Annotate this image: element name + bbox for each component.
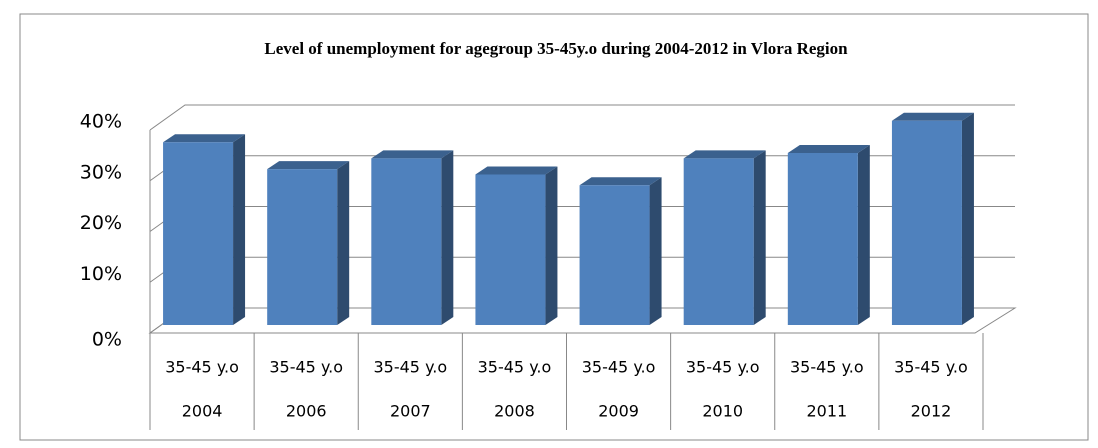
- bar-top: [579, 177, 662, 186]
- x-tick-label: 2007: [390, 402, 431, 421]
- x-sub-label: 35-45 y.o: [478, 358, 552, 377]
- bar-top: [787, 145, 870, 153]
- bar: [267, 169, 338, 325]
- bar-side: [961, 112, 974, 325]
- bar-top: [891, 112, 974, 121]
- bar: [891, 120, 962, 325]
- x-sub-label: 35-45 y.o: [686, 358, 760, 377]
- x-sub-label: 35-45 y.o: [165, 358, 239, 377]
- bar-side: [649, 177, 662, 325]
- bar-side: [233, 134, 246, 325]
- x-sub-label: 35-45 y.o: [790, 358, 864, 377]
- x-sub-label: 35-45 y.o: [894, 358, 968, 377]
- x-sub-label: 35-45 y.o: [269, 358, 343, 377]
- x-tick-label: 2009: [598, 402, 639, 421]
- bar: [371, 158, 442, 325]
- x-tick-label: 2011: [806, 402, 847, 421]
- bar-top: [475, 166, 558, 175]
- bar-top: [267, 161, 350, 170]
- bar: [163, 142, 234, 325]
- x-sub-label: 35-45 y.o: [582, 358, 656, 377]
- x-tick-label: 2004: [182, 402, 223, 421]
- bar: [683, 158, 754, 325]
- y-tick-label: 10%: [80, 263, 122, 285]
- bar-side: [441, 150, 454, 325]
- bar-top: [683, 150, 766, 159]
- bar-side: [337, 161, 350, 325]
- chart-title: Level of unemployment for agegroup 35-45…: [264, 39, 848, 58]
- bar: [475, 174, 546, 325]
- bar-side: [753, 150, 766, 325]
- bar-top: [371, 150, 454, 159]
- bar-top: [163, 134, 246, 143]
- x-tick-label: 2006: [286, 402, 327, 421]
- x-tick-label: 2010: [702, 402, 743, 421]
- grid-line: [149, 104, 1015, 131]
- bar-side: [545, 166, 558, 325]
- bar-side: [857, 145, 870, 325]
- x-sub-label: 35-45 y.o: [373, 358, 447, 377]
- x-tick-label: 2008: [494, 402, 535, 421]
- bar: [579, 185, 650, 325]
- x-tick-label: 2012: [911, 402, 952, 421]
- y-tick-label: 20%: [80, 212, 122, 234]
- bar: [787, 153, 858, 325]
- y-tick-label: 40%: [80, 111, 122, 133]
- y-tick-label: 0%: [92, 329, 122, 351]
- y-tick-label: 30%: [80, 161, 122, 183]
